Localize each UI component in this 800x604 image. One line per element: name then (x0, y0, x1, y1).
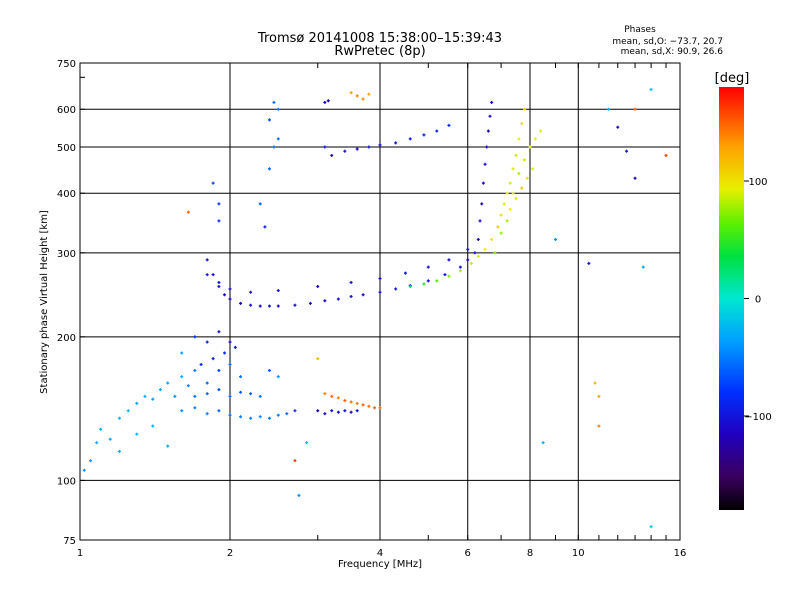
colorbar-ticks: 100 0 −100 (744, 177, 772, 423)
y-tick-label: 75 (63, 536, 76, 547)
colorbar-tick-label: −100 (744, 412, 771, 423)
y-tick-label: 100 (57, 476, 76, 487)
echo-points (82, 87, 668, 529)
legend-line-o: mean, sd,O: −73.7, 20.7 (612, 37, 723, 47)
colorbar-label: [deg] (715, 71, 750, 86)
colorbar-tick-label: 100 (748, 177, 767, 188)
colorbar-tick-label: 0 (755, 295, 761, 306)
x-tick-label: 1 (77, 548, 83, 559)
grid-lines (80, 63, 680, 540)
x-tick-label: 4 (377, 548, 383, 559)
y-tick-label: 750 (57, 59, 76, 70)
x-tick-label: 2 (227, 548, 233, 559)
colorbar (719, 87, 744, 510)
axis-ticks: 1 2 4 6 8 10 16 75 100 200 300 400 500 600 750 (57, 59, 686, 559)
chart-subtitle: RwPretec (8p) (334, 44, 425, 59)
legend-line-x: mean, sd,X: 90.9, 26.6 (621, 47, 724, 57)
y-tick-label: 400 (57, 189, 76, 200)
y-tick-label: 600 (57, 105, 76, 116)
y-tick-label: 300 (57, 249, 76, 260)
x-tick-label: 10 (572, 548, 585, 559)
x-tick-label: 6 (465, 548, 471, 559)
chart-title: Tromsø 20141008 15:38:00–15:39:43 (257, 31, 502, 46)
x-tick-label: 16 (674, 548, 687, 559)
y-tick-label: 500 (57, 143, 76, 154)
y-axis-label: Stationary phase Virtual Height [km] (39, 210, 50, 394)
legend-title: Phases (624, 25, 656, 35)
y-tick-label: 200 (57, 333, 76, 344)
x-tick-label: 8 (527, 548, 533, 559)
x-axis-label: Frequency [MHz] (338, 559, 422, 570)
